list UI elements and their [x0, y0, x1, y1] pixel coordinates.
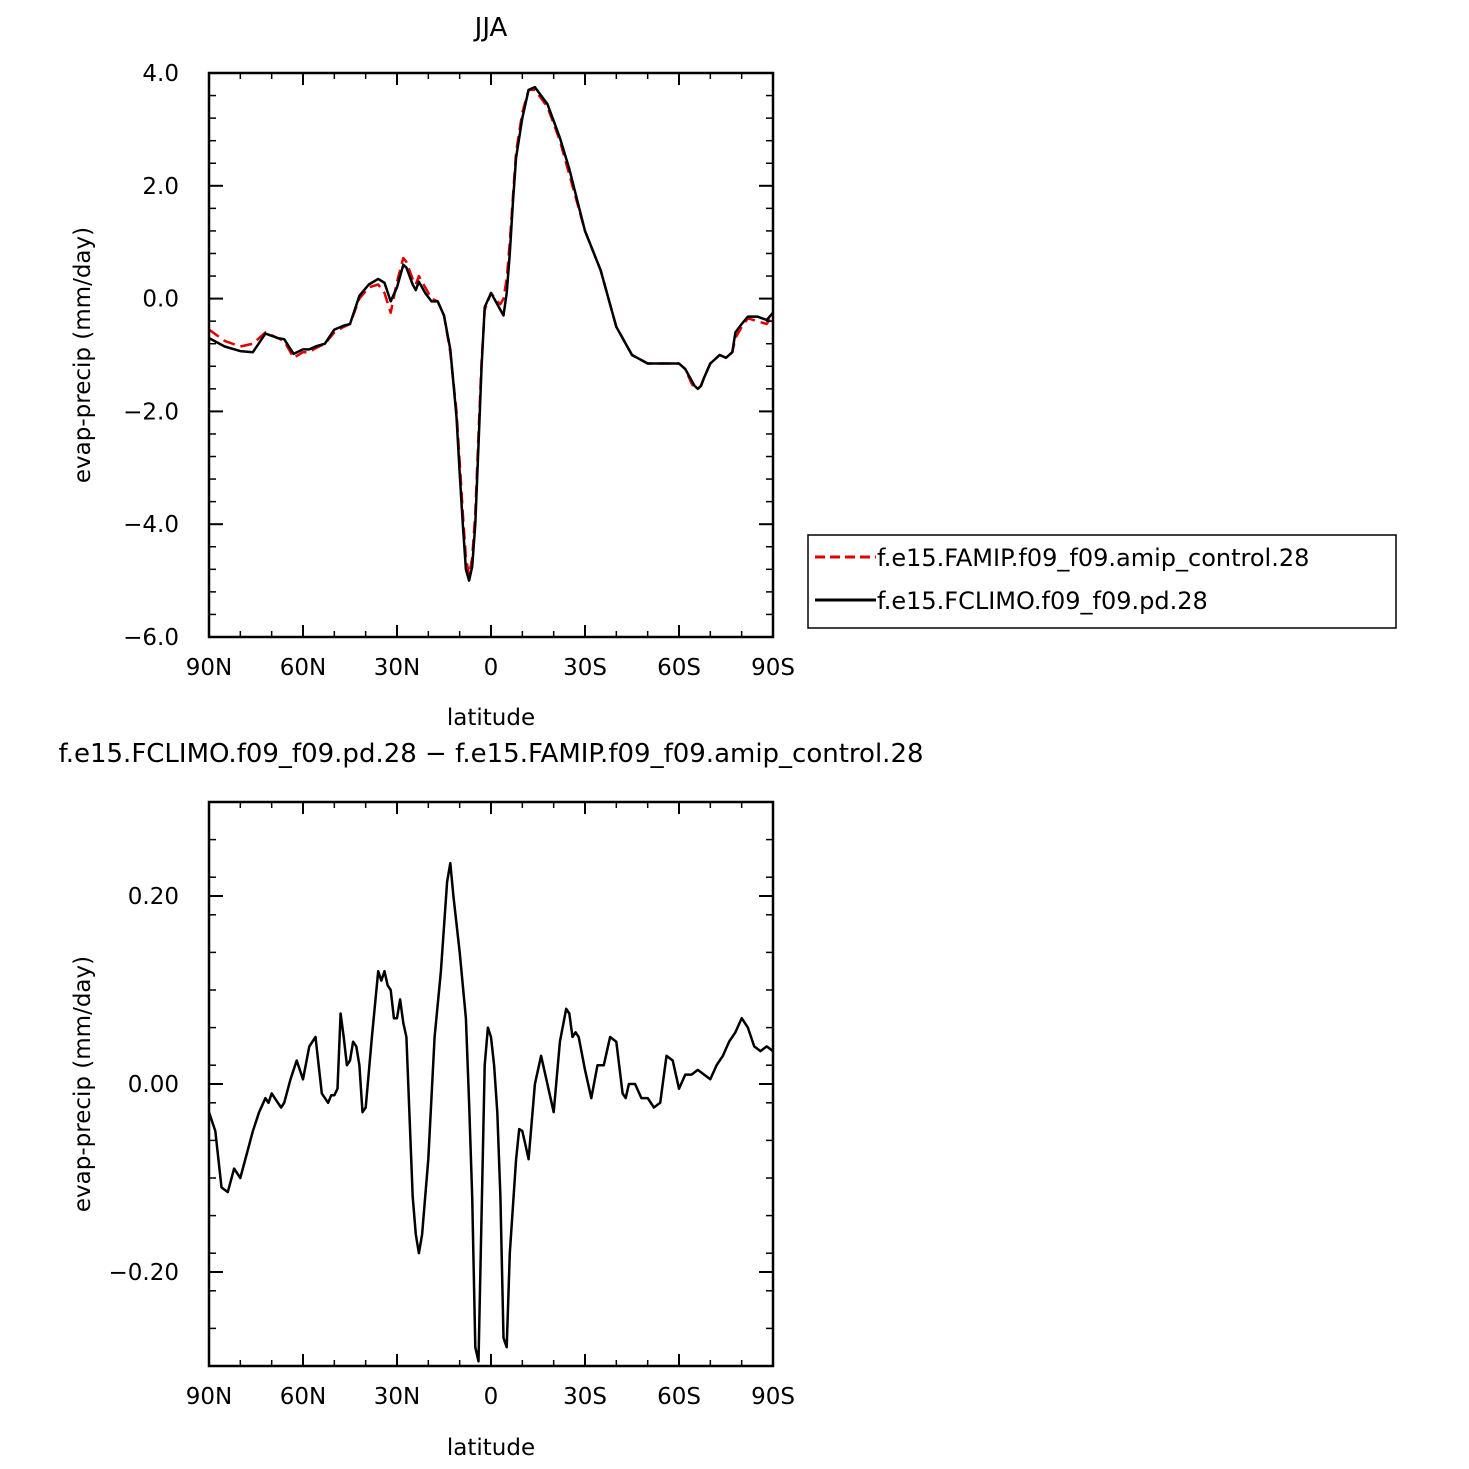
bottom-y-axis-label: evap-precip (mm/day) — [70, 956, 96, 1212]
legend: f.e15.FAMIP.f09_f09.amip_control.28 f.e1… — [807, 534, 1397, 629]
top-x-tick-label: 30S — [563, 655, 607, 681]
bottom-x-tick-label: 0 — [484, 1384, 499, 1410]
top-x-tick-label: 90S — [751, 655, 795, 681]
bottom-series-line-1 — [209, 861, 773, 1363]
legend-label-fclimo-pd: f.e15.FCLIMO.f09_f09.pd.28 — [877, 587, 1208, 615]
top-x-tick-label: 30N — [374, 655, 420, 681]
bottom-x-tick-label: 90S — [751, 1384, 795, 1410]
bottom-x-tick-label: 30N — [374, 1384, 420, 1410]
top-x-axis-label: latitude — [447, 705, 535, 731]
top-x-tick-label: 0 — [484, 655, 499, 681]
top-y-tick-label: 0.0 — [142, 287, 179, 313]
top-y-tick-label: 4.0 — [142, 61, 179, 87]
bottom-x-tick-label: 60S — [657, 1384, 701, 1410]
top-x-tick-label: 60N — [280, 655, 326, 681]
bottom-panel: f.e15.FCLIMO.f09_f09.pd.28 − f.e15.FAMIP… — [58, 739, 923, 1461]
top-ticks-layer: 90N 60N 30N 0 30S 60S 90S −6.0 −4.0 −2.0 0.0 2.0 4.0 — [123, 61, 795, 681]
bottom-x-tick-label: 30S — [563, 1384, 607, 1410]
bottom-chart-title: f.e15.FCLIMO.f09_f09.pd.28 − f.e15.FAMIP… — [58, 739, 923, 769]
bottom-y-tick-label: 0.20 — [128, 884, 179, 910]
top-x-tick-label: 60S — [657, 655, 701, 681]
top-x-tick-label: 90N — [186, 655, 232, 681]
legend-label-amip-control: f.e15.FAMIP.f09_f09.amip_control.28 — [877, 544, 1309, 572]
top-y-tick-label: −4.0 — [123, 512, 179, 538]
top-y-tick-label: 2.0 — [142, 174, 179, 200]
bottom-series-layer — [209, 861, 773, 1363]
bottom-x-tick-label: 90N — [186, 1384, 232, 1410]
bottom-ticks-layer: 90N 60N 30N 0 30S 60S 90S −0.20 0.00 0.20 — [109, 801, 795, 1410]
bottom-x-axis-label: latitude — [447, 1435, 535, 1461]
top-y-axis-label: evap-precip (mm/day) — [70, 227, 96, 483]
top-y-tick-label: −2.0 — [123, 399, 179, 425]
top-chart-title: JJA — [473, 13, 508, 43]
top-series-layer — [209, 85, 773, 582]
bottom-x-tick-label: 60N — [280, 1384, 326, 1410]
top-series-line-2 — [209, 85, 773, 582]
top-panel: JJA 90N 60N 30N 0 30S 60S 90S −6.0 −4.0 −2.0 0.0 2.… — [70, 13, 795, 731]
legend-box — [807, 534, 1397, 629]
bottom-y-tick-label: 0.00 — [128, 1072, 179, 1098]
bottom-y-tick-label: −0.20 — [109, 1260, 179, 1286]
top-y-tick-label: −6.0 — [123, 625, 179, 651]
